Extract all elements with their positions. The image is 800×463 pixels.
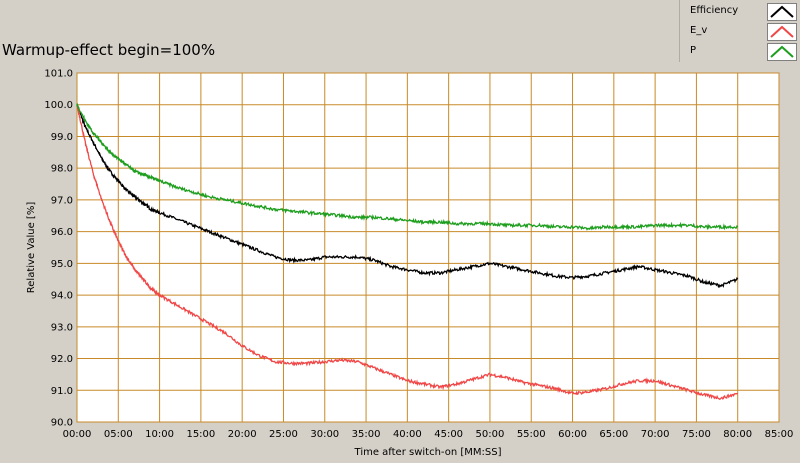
- y-tick-label-10: 100.0: [44, 100, 73, 111]
- x-tick-label-8: 40:00: [393, 429, 422, 440]
- x-tick-label-13: 65:00: [599, 429, 628, 440]
- y-tick-label-7: 97.0: [51, 195, 73, 206]
- y-tick-label-1: 91.0: [51, 386, 73, 397]
- y-tick-label-6: 96.0: [51, 227, 73, 238]
- x-tick-label-5: 25:00: [269, 429, 298, 440]
- chart-title: Warmup-effect begin=100%: [2, 41, 216, 59]
- legend-line-efficiency: [770, 5, 794, 18]
- x-tick-label-0: 00:00: [63, 429, 92, 440]
- legend-line-p: [770, 45, 794, 58]
- legend-label-p: P: [690, 45, 697, 56]
- y-tick-label-0: 90.0: [51, 418, 73, 429]
- x-tick-label-16: 80:00: [723, 429, 752, 440]
- legend-label-efficiency: Efficiency: [690, 5, 739, 16]
- x-tick-label-11: 55:00: [517, 429, 546, 440]
- legend-label-e-v: E_v: [690, 25, 708, 36]
- legend-swatch-p[interactable]: [767, 43, 797, 61]
- y-tick-label-2: 92.0: [51, 354, 73, 365]
- series-line-e-v: [76, 104, 739, 401]
- x-tick-label-4: 20:00: [228, 429, 257, 440]
- y-tick-label-8: 98.0: [51, 164, 73, 175]
- x-tick-label-7: 35:00: [352, 429, 381, 440]
- y-tick-label-11: 101.0: [44, 69, 73, 80]
- x-tick-label-14: 70:00: [641, 429, 670, 440]
- x-tick-label-10: 50:00: [476, 429, 505, 440]
- y-axis-label: Relative Value [%]: [26, 202, 37, 294]
- x-tick-label-17: 85:00: [765, 429, 794, 440]
- y-tick-label-3: 93.0: [51, 322, 73, 333]
- series-line-efficiency: [76, 104, 739, 289]
- x-axis-label: Time after switch-on [MM:SS]: [354, 447, 502, 458]
- y-tick-label-5: 95.0: [51, 259, 73, 270]
- plot-area: [76, 72, 780, 423]
- legend-swatch-e-v[interactable]: [767, 23, 797, 41]
- legend-swatch-efficiency[interactable]: [767, 3, 797, 21]
- y-tick-label-4: 94.0: [51, 291, 73, 302]
- series-line-p: [76, 103, 739, 231]
- legend-item-e-v[interactable]: E_v: [690, 22, 797, 42]
- legend: Efficiency E_v P: [679, 0, 797, 62]
- x-tick-label-6: 30:00: [310, 429, 339, 440]
- x-axis-ticks: 00:00 05:00 10:00 15:00 20:00 25:00 30:00 35:00…: [63, 429, 794, 440]
- series-lines: [76, 103, 739, 401]
- y-tick-label-9: 99.0: [51, 132, 73, 143]
- legend-item-p[interactable]: P: [690, 42, 797, 62]
- x-tick-label-3: 15:00: [186, 429, 215, 440]
- x-tick-label-9: 45:00: [434, 429, 463, 440]
- x-tick-label-2: 10:00: [145, 429, 174, 440]
- x-tick-label-15: 75:00: [682, 429, 711, 440]
- x-tick-label-1: 05:00: [104, 429, 133, 440]
- x-tick-label-12: 60:00: [558, 429, 587, 440]
- legend-item-efficiency[interactable]: Efficiency: [690, 2, 797, 22]
- y-axis-ticks: 90.0 91.0 92.0 93.0 94.0 95.0 96.0 97.0 98.0 99.0…: [44, 69, 73, 429]
- legend-line-e-v: [770, 25, 794, 38]
